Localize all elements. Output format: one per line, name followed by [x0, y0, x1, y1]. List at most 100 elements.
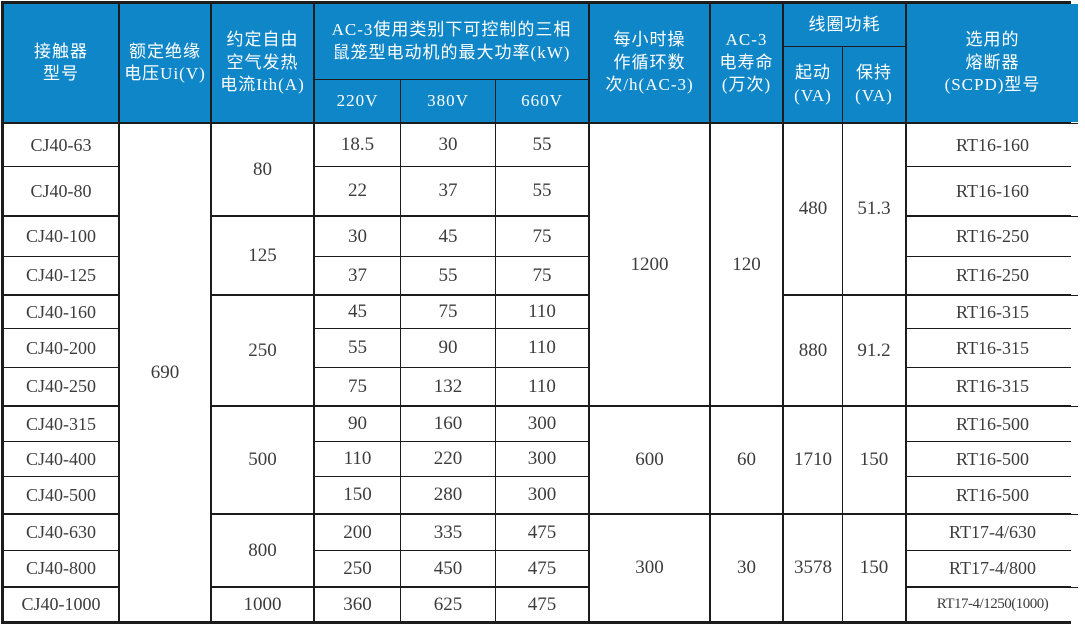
- col-header-380v: 380V: [401, 80, 495, 122]
- coil-start-cell: 1710: [783, 406, 842, 513]
- fuse-cell: RT16-250: [906, 257, 1078, 294]
- power-380-cell: 45: [401, 216, 495, 256]
- col-header-coil-start: 起动 (VA): [783, 47, 842, 122]
- ops-per-hour-cell: 300: [589, 514, 709, 621]
- power-220-cell: 360: [314, 587, 400, 621]
- fuse-cell: RT16-500: [906, 442, 1078, 476]
- electrical-life-cell: 60: [710, 406, 782, 513]
- power-220-cell: 55: [314, 329, 400, 367]
- power-220-cell: 110: [314, 442, 400, 476]
- power-380-cell: 132: [401, 368, 495, 405]
- power-380-cell: 37: [401, 167, 495, 215]
- col-header-coil-hold: 保持 (VA): [843, 47, 905, 122]
- power-220-cell: 45: [314, 295, 400, 328]
- thermal-current-cell: 80: [211, 123, 313, 215]
- power-220-cell: 37: [314, 257, 400, 294]
- thermal-current-cell: 125: [211, 216, 313, 294]
- col-header-electrical-life: AC-3 电寿命 (万次): [710, 4, 782, 122]
- power-220-cell: 18.5: [314, 123, 400, 166]
- model-cell: CJ40-500: [4, 477, 118, 513]
- coil-start-cell: 480: [783, 123, 842, 294]
- fuse-cell: RT16-315: [906, 295, 1078, 328]
- ops-per-hour-cell: 1200: [589, 123, 709, 405]
- power-220-cell: 90: [314, 406, 400, 441]
- coil-hold-cell: 51.3: [843, 123, 905, 294]
- power-380-cell: 30: [401, 123, 495, 166]
- power-220-cell: 30: [314, 216, 400, 256]
- model-cell: CJ40-400: [4, 442, 118, 476]
- power-220-cell: 250: [314, 551, 400, 586]
- coil-hold-cell: 91.2: [843, 295, 905, 405]
- fuse-cell: RT16-250: [906, 216, 1078, 256]
- model-cell: CJ40-63: [4, 123, 118, 166]
- col-header-fuse: 选用的 熔断器 (SCPD)型号: [906, 4, 1078, 122]
- power-660-cell: 475: [496, 587, 588, 621]
- fuse-cell: RT17-4/1250(1000): [906, 587, 1078, 621]
- power-660-cell: 300: [496, 406, 588, 441]
- power-380-cell: 625: [401, 587, 495, 621]
- col-header-model: 接触器 型号: [4, 4, 118, 122]
- power-660-cell: 75: [496, 257, 588, 294]
- col-header-660v: 660V: [496, 80, 588, 122]
- fuse-cell: RT16-160: [906, 167, 1078, 215]
- power-660-cell: 75: [496, 216, 588, 256]
- coil-hold-cell: 150: [843, 406, 905, 513]
- power-380-cell: 75: [401, 295, 495, 328]
- thermal-current-cell: 1000: [211, 587, 313, 621]
- power-660-cell: 475: [496, 551, 588, 586]
- rated-voltage-cell: 690: [119, 123, 210, 621]
- col-header-rated-voltage: 额定绝缘 电压Ui(V): [119, 4, 210, 122]
- model-cell: CJ40-800: [4, 551, 118, 586]
- power-660-cell: 300: [496, 442, 588, 476]
- electrical-life-cell: 120: [710, 123, 782, 405]
- coil-start-cell: 880: [783, 295, 842, 405]
- power-220-cell: 150: [314, 477, 400, 513]
- power-380-cell: 160: [401, 406, 495, 441]
- fuse-cell: RT16-500: [906, 477, 1078, 513]
- model-cell: CJ40-1000: [4, 587, 118, 621]
- model-cell: CJ40-200: [4, 329, 118, 367]
- power-380-cell: 220: [401, 442, 495, 476]
- thermal-current-cell: 800: [211, 514, 313, 586]
- col-header-max-power-group: AC-3使用类别下可控制的三相 鼠笼型电动机的最大功率(kW): [314, 4, 588, 79]
- coil-start-cell: 3578: [783, 514, 842, 621]
- fuse-cell: RT16-315: [906, 368, 1078, 405]
- power-220-cell: 200: [314, 514, 400, 550]
- fuse-cell: RT17-4/800: [906, 551, 1078, 586]
- col-header-220v: 220V: [314, 80, 400, 122]
- model-cell: CJ40-315: [4, 406, 118, 441]
- power-380-cell: 90: [401, 329, 495, 367]
- model-cell: CJ40-160: [4, 295, 118, 328]
- fuse-cell: RT16-315: [906, 329, 1078, 367]
- power-660-cell: 475: [496, 514, 588, 550]
- power-660-cell: 110: [496, 329, 588, 367]
- power-380-cell: 280: [401, 477, 495, 513]
- col-header-thermal-current: 约定自由 空气发热 电流Ith(A): [211, 4, 313, 122]
- model-cell: CJ40-125: [4, 257, 118, 294]
- model-cell: CJ40-250: [4, 368, 118, 405]
- coil-hold-cell: 150: [843, 514, 905, 621]
- electrical-life-cell: 30: [710, 514, 782, 621]
- fuse-cell: RT16-160: [906, 123, 1078, 166]
- power-380-cell: 335: [401, 514, 495, 550]
- col-header-coil-power-group: 线圈功耗: [783, 4, 905, 46]
- power-660-cell: 110: [496, 295, 588, 328]
- col-header-ops-per-hour: 每小时操 作循环数 次/h(AC-3): [589, 4, 709, 122]
- fuse-cell: RT16-500: [906, 406, 1078, 441]
- thermal-current-cell: 250: [211, 295, 313, 405]
- model-cell: CJ40-80: [4, 167, 118, 215]
- fuse-cell: RT17-4/630: [906, 514, 1078, 550]
- power-220-cell: 22: [314, 167, 400, 215]
- model-cell: CJ40-100: [4, 216, 118, 256]
- power-380-cell: 55: [401, 257, 495, 294]
- model-cell: CJ40-630: [4, 514, 118, 550]
- power-660-cell: 110: [496, 368, 588, 405]
- power-660-cell: 55: [496, 123, 588, 166]
- ops-per-hour-cell: 600: [589, 406, 709, 513]
- power-380-cell: 450: [401, 551, 495, 586]
- thermal-current-cell: 500: [211, 406, 313, 513]
- power-660-cell: 55: [496, 167, 588, 215]
- power-660-cell: 300: [496, 477, 588, 513]
- power-220-cell: 75: [314, 368, 400, 405]
